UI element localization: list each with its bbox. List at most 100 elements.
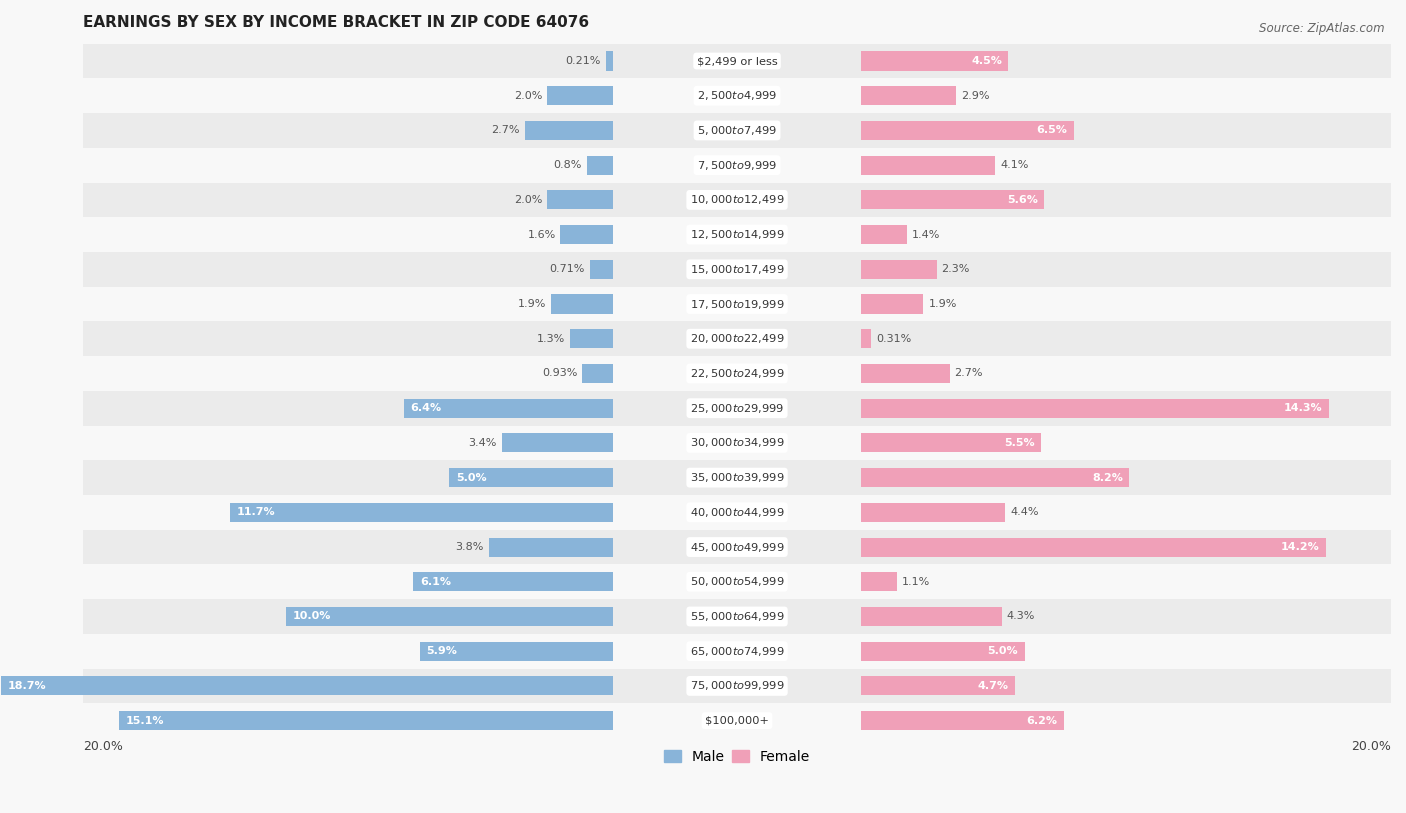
Text: $40,000 to $44,999: $40,000 to $44,999: [690, 506, 785, 519]
Text: $75,000 to $99,999: $75,000 to $99,999: [690, 680, 785, 693]
Text: 5.9%: 5.9%: [426, 646, 457, 656]
Bar: [83, 391, 1391, 425]
Bar: [862, 294, 924, 314]
Text: $20,000 to $22,499: $20,000 to $22,499: [690, 333, 785, 346]
Bar: [862, 398, 1329, 418]
Bar: [862, 364, 949, 383]
Bar: [413, 572, 613, 591]
Text: $50,000 to $54,999: $50,000 to $54,999: [690, 576, 785, 589]
Bar: [862, 121, 1074, 140]
Bar: [231, 502, 613, 522]
Bar: [862, 329, 872, 348]
Bar: [862, 155, 995, 175]
Bar: [589, 260, 613, 279]
Text: $65,000 to $74,999: $65,000 to $74,999: [690, 645, 785, 658]
Text: $5,000 to $7,499: $5,000 to $7,499: [697, 124, 778, 137]
Bar: [862, 572, 897, 591]
Text: 18.7%: 18.7%: [8, 681, 46, 691]
Bar: [83, 530, 1391, 564]
Text: $2,499 or less: $2,499 or less: [697, 56, 778, 66]
Bar: [83, 425, 1391, 460]
Bar: [83, 668, 1391, 703]
Text: $22,500 to $24,999: $22,500 to $24,999: [690, 367, 785, 380]
Text: 5.0%: 5.0%: [987, 646, 1018, 656]
Bar: [83, 495, 1391, 530]
Bar: [83, 703, 1391, 738]
Text: 2.0%: 2.0%: [515, 91, 543, 101]
Text: 20.0%: 20.0%: [1351, 740, 1391, 753]
Bar: [83, 113, 1391, 148]
Bar: [862, 641, 1025, 661]
Text: 0.8%: 0.8%: [554, 160, 582, 170]
Text: $15,000 to $17,499: $15,000 to $17,499: [690, 263, 785, 276]
Text: $35,000 to $39,999: $35,000 to $39,999: [690, 471, 785, 484]
Bar: [83, 460, 1391, 495]
Bar: [862, 468, 1129, 487]
Text: 1.3%: 1.3%: [537, 334, 565, 344]
Text: 6.4%: 6.4%: [411, 403, 441, 413]
Bar: [285, 607, 613, 626]
Bar: [83, 356, 1391, 391]
Text: $55,000 to $64,999: $55,000 to $64,999: [690, 610, 785, 623]
Bar: [488, 537, 613, 557]
Bar: [862, 676, 1015, 695]
Text: 5.6%: 5.6%: [1007, 195, 1038, 205]
Bar: [862, 433, 1040, 453]
Bar: [404, 398, 613, 418]
Bar: [862, 51, 1008, 71]
Text: 0.31%: 0.31%: [876, 334, 911, 344]
Bar: [83, 78, 1391, 113]
Text: EARNINGS BY SEX BY INCOME BRACKET IN ZIP CODE 64076: EARNINGS BY SEX BY INCOME BRACKET IN ZIP…: [83, 15, 589, 30]
Text: 2.9%: 2.9%: [962, 91, 990, 101]
Bar: [83, 44, 1391, 78]
Text: 10.0%: 10.0%: [292, 611, 330, 621]
Text: $30,000 to $34,999: $30,000 to $34,999: [690, 437, 785, 450]
Text: 6.5%: 6.5%: [1036, 125, 1067, 136]
Text: 2.3%: 2.3%: [942, 264, 970, 274]
Text: 4.4%: 4.4%: [1010, 507, 1039, 517]
Text: 14.3%: 14.3%: [1284, 403, 1322, 413]
Text: 4.3%: 4.3%: [1007, 611, 1035, 621]
Text: 1.1%: 1.1%: [903, 576, 931, 587]
Text: 1.4%: 1.4%: [912, 229, 941, 240]
Bar: [862, 190, 1045, 210]
Bar: [1, 676, 613, 695]
Bar: [502, 433, 613, 453]
Text: 3.4%: 3.4%: [468, 438, 496, 448]
Bar: [83, 148, 1391, 183]
Bar: [524, 121, 613, 140]
Text: 4.7%: 4.7%: [977, 681, 1008, 691]
Bar: [561, 225, 613, 244]
Bar: [83, 599, 1391, 634]
Text: 14.2%: 14.2%: [1281, 542, 1319, 552]
Bar: [862, 711, 1064, 730]
Text: 1.6%: 1.6%: [527, 229, 555, 240]
Text: $10,000 to $12,499: $10,000 to $12,499: [690, 193, 785, 207]
Text: $100,000+: $100,000+: [706, 715, 769, 726]
Text: 0.21%: 0.21%: [565, 56, 600, 66]
Bar: [571, 329, 613, 348]
Bar: [547, 190, 613, 210]
Text: 3.8%: 3.8%: [456, 542, 484, 552]
Text: $12,500 to $14,999: $12,500 to $14,999: [690, 228, 785, 241]
Text: 4.5%: 4.5%: [972, 56, 1002, 66]
Bar: [83, 321, 1391, 356]
Text: $2,500 to $4,999: $2,500 to $4,999: [697, 89, 778, 102]
Text: 20.0%: 20.0%: [83, 740, 122, 753]
Text: 4.1%: 4.1%: [1000, 160, 1029, 170]
Legend: Male, Female: Male, Female: [658, 744, 815, 769]
Text: 2.7%: 2.7%: [491, 125, 520, 136]
Bar: [586, 155, 613, 175]
Text: 2.7%: 2.7%: [955, 368, 983, 379]
Bar: [83, 287, 1391, 321]
Bar: [862, 260, 936, 279]
Bar: [551, 294, 613, 314]
Text: 1.9%: 1.9%: [928, 299, 956, 309]
Text: $45,000 to $49,999: $45,000 to $49,999: [690, 541, 785, 554]
Text: 8.2%: 8.2%: [1092, 472, 1123, 483]
Text: 5.0%: 5.0%: [456, 472, 486, 483]
Bar: [862, 502, 1005, 522]
Text: 5.5%: 5.5%: [1004, 438, 1035, 448]
Text: $17,500 to $19,999: $17,500 to $19,999: [690, 298, 785, 311]
Text: $7,500 to $9,999: $7,500 to $9,999: [697, 159, 778, 172]
